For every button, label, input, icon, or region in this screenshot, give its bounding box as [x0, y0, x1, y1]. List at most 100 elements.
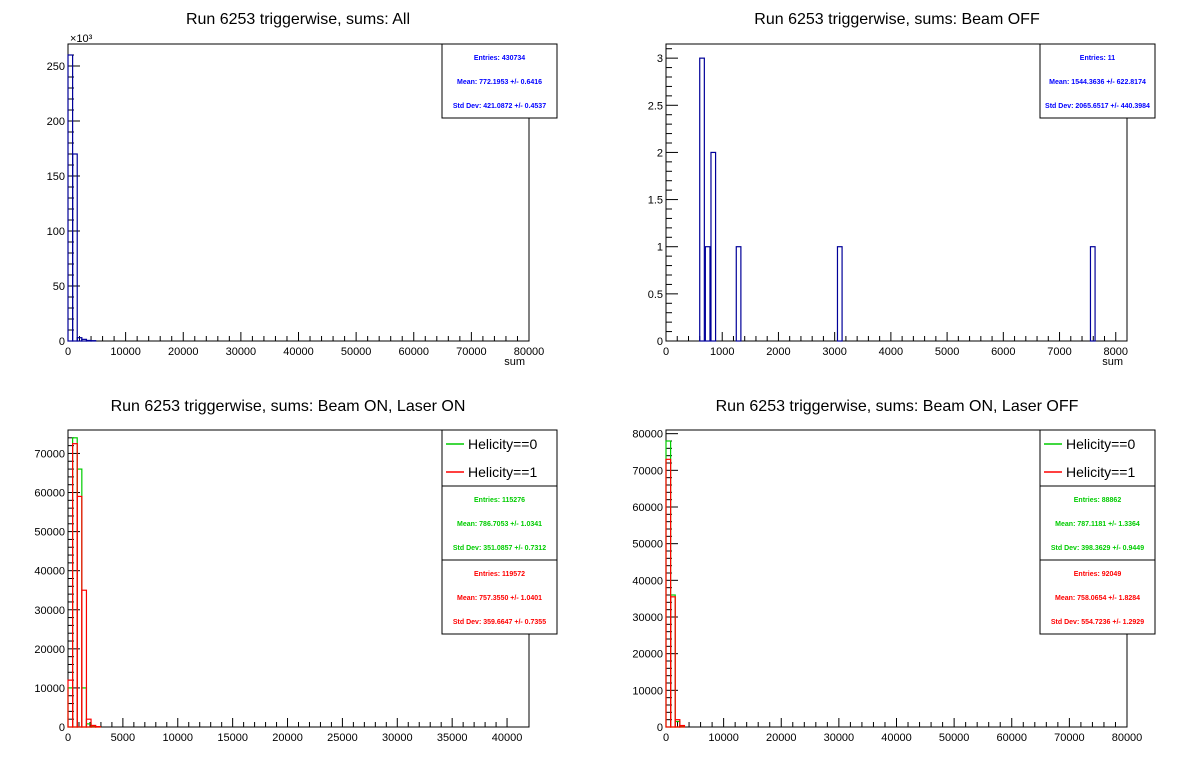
y-tick-label: 100	[47, 226, 65, 238]
x-axis-label: sum	[1102, 356, 1123, 368]
histogram-bar-1	[704, 246, 711, 342]
histogram-bar-helicity1-3	[679, 724, 686, 728]
plot-frame	[665, 43, 1128, 342]
histogram-bar-helicity0-0	[665, 440, 672, 728]
y-tick-label: 0	[657, 336, 663, 348]
y-tick-label: 10000	[34, 683, 65, 695]
stats-line: Entries: 115276	[474, 497, 525, 504]
legend-label: Helicity==1	[1066, 464, 1135, 480]
stats-box	[1039, 559, 1156, 635]
x-tick-label: 80000	[514, 346, 545, 358]
x-tick-label: 20000	[766, 732, 797, 744]
histogram-bar-0	[699, 57, 705, 342]
stats-box	[441, 43, 558, 119]
x-tick-label: 5000	[935, 346, 959, 358]
stats-line: Std Dev: 421.0872 +/- 0.4537	[453, 103, 546, 110]
stats-line: Std Dev: 351.0857 +/- 0.7312	[453, 545, 546, 552]
histogram-bar-helicity1-3	[81, 589, 88, 728]
stats-line: Mean: 786.7053 +/- 1.0341	[457, 521, 542, 528]
stats-line: Entries: 88862	[1074, 497, 1122, 504]
x-tick-label: 15000	[217, 732, 248, 744]
x-tick-label: 7000	[1047, 346, 1071, 358]
y-tick-label: 1.5	[648, 195, 663, 207]
x-tick-label: 50000	[341, 346, 372, 358]
y-tick-label: 250	[47, 61, 65, 73]
y-tick-label: 150	[47, 171, 65, 183]
x-tick-label: 20000	[168, 346, 199, 358]
panel-title: Run 6253 triggerwise, sums: All	[186, 11, 410, 28]
x-tick-label: 1000	[710, 346, 734, 358]
y-tick-label: 0	[59, 336, 65, 348]
y-tick-label: 30000	[34, 605, 65, 617]
panel-title: Run 6253 triggerwise, sums: Beam ON, Las…	[111, 398, 466, 415]
legend-label: Helicity==0	[1066, 436, 1135, 452]
legend-box	[1039, 429, 1156, 487]
histogram-bar-3	[735, 246, 742, 342]
histogram-bar-4	[85, 339, 92, 342]
y-tick-label: 1	[657, 242, 663, 254]
x-tick-label: 25000	[327, 732, 358, 744]
y-tick-label: 3	[657, 53, 663, 65]
y-tick-label: 80000	[632, 429, 663, 441]
x-tick-label: 40000	[283, 346, 314, 358]
x-tick-label: 20000	[272, 732, 303, 744]
y-tick-label: 200	[47, 116, 65, 128]
x-tick-label: 60000	[996, 732, 1027, 744]
stats-line: Mean: 787.1181 +/- 1.3364	[1055, 521, 1140, 528]
x-tick-label: 8000	[1104, 346, 1128, 358]
histogram-panel-1: Run 6253 triggerwise, sums: All 0 10000 200…	[47, 11, 558, 368]
x-tick-label: 0	[65, 732, 71, 744]
stats-box	[1039, 43, 1156, 119]
x-tick-label: 40000	[881, 732, 912, 744]
y-tick-label: 40000	[632, 575, 663, 587]
histogram-bar-helicity1-1	[72, 443, 78, 728]
x-tick-label: 5000	[111, 732, 135, 744]
x-tick-label: 10000	[708, 732, 739, 744]
y-tick-label: 2.5	[648, 100, 663, 112]
histogram-bar-helicity0-0	[67, 687, 74, 728]
y-tick-label: 40000	[34, 566, 65, 578]
y-tick-label: 10000	[632, 685, 663, 697]
y-tick-label: 70000	[34, 448, 65, 460]
stats-box	[441, 485, 558, 561]
legend-label: Helicity==1	[468, 464, 537, 480]
y-tick-label: 70000	[632, 465, 663, 477]
stats-line: Mean: 757.3550 +/- 1.0401	[457, 595, 542, 602]
y-tick-label: 50000	[34, 527, 65, 539]
histogram-panel-3: Run 6253 triggerwise, sums: Beam ON, Las…	[34, 398, 558, 744]
histogram-bar-helicity0-3	[81, 687, 88, 728]
legend-box	[441, 429, 558, 487]
y-tick-label: 20000	[34, 644, 65, 656]
x-tick-label: 50000	[939, 732, 970, 744]
histogram-bar-helicity1-4	[85, 718, 92, 728]
x-tick-label: 70000	[456, 346, 487, 358]
histogram-bar-helicity1-2	[76, 495, 83, 728]
stats-line: Std Dev: 554.7236 +/- 1.2929	[1051, 619, 1144, 626]
x-tick-label: 35000	[437, 732, 468, 744]
legend-label: Helicity==0	[468, 436, 537, 452]
x-tick-label: 80000	[1112, 732, 1143, 744]
histogram-bar-4	[836, 246, 843, 342]
y-tick-label: 30000	[632, 612, 663, 624]
x-tick-label: 30000	[226, 346, 257, 358]
x-tick-label: 3000	[822, 346, 846, 358]
x-tick-label: 0	[663, 732, 669, 744]
histogram-bar-1	[72, 153, 78, 342]
x-tick-label: 0	[663, 346, 669, 358]
histogram-bar-2	[710, 151, 717, 342]
stats-line: Entries: 119572	[474, 571, 525, 578]
x-tick-label: 0	[65, 346, 71, 358]
stats-line: Std Dev: 398.3629 +/- 0.9449	[1051, 545, 1144, 552]
y-tick-label: 20000	[632, 649, 663, 661]
y-tick-label: 50	[53, 281, 65, 293]
histogram-bar-helicity0-1	[72, 437, 78, 728]
x-tick-label: 2000	[766, 346, 790, 358]
x-tick-label: 4000	[879, 346, 903, 358]
y-tick-label: 0	[657, 722, 663, 734]
x-tick-label: 30000	[382, 732, 413, 744]
x-tick-label: 10000	[162, 732, 193, 744]
x-tick-label: 70000	[1054, 732, 1085, 744]
stats-line: Entries: 11	[1080, 55, 1116, 62]
y-tick-label: 60000	[632, 502, 663, 514]
